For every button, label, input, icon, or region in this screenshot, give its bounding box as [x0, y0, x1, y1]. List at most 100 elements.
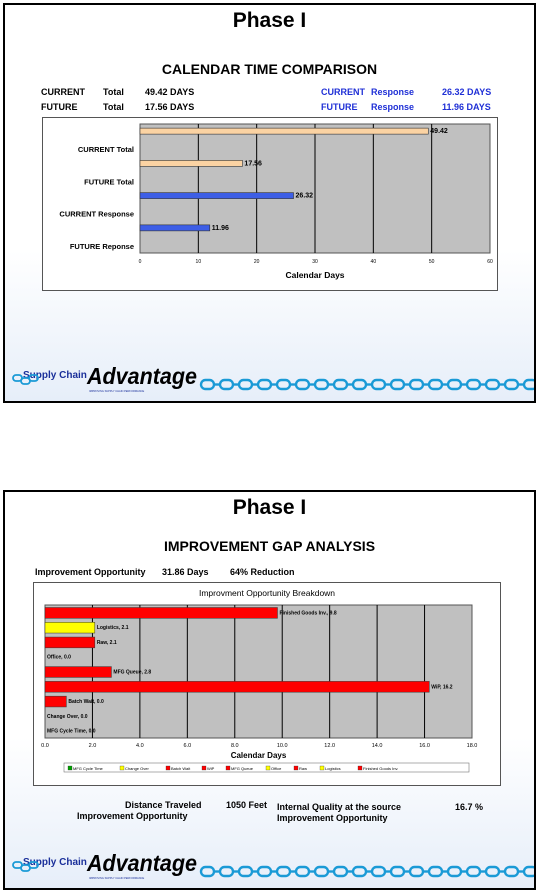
legend-label: Office	[271, 766, 282, 771]
logo-text-supply-chain: Supply Chain	[23, 370, 87, 381]
bar	[44, 666, 112, 678]
x-tick-label: 40	[371, 259, 377, 265]
chain-link-icon	[256, 378, 273, 391]
chain-link-icon	[446, 865, 463, 878]
x-tick-label: 20	[254, 259, 260, 265]
chain-link-icon	[332, 378, 349, 391]
data-label: 11.96	[212, 225, 229, 232]
legend-swatch	[119, 765, 125, 771]
legend-swatch	[319, 765, 325, 771]
x-tick-label: 12.0	[324, 743, 335, 749]
x-tick-label: 10.0	[277, 743, 288, 749]
chain-link-icon	[503, 865, 520, 878]
slide-title: Phase I	[232, 9, 307, 32]
chain-link-icon	[522, 378, 534, 391]
data-label: 17.56	[244, 160, 262, 167]
chain-link-icon	[313, 378, 330, 391]
slide-subtitle: CALENDAR TIME COMPARISON	[161, 61, 378, 77]
current-response-word: Response	[371, 87, 415, 97]
data-label: MFG Queue, 2.8	[113, 670, 151, 676]
legend-label: WiP	[207, 766, 215, 771]
gap-breakdown-bar-chart: Improvment Opportunity Breakdown 0.0 2.0 4.…	[41, 588, 478, 773]
legend: MFG Cycle Time Change Over Batch Wait WiP MF…	[63, 762, 470, 773]
x-tick-label: 14.0	[372, 743, 383, 749]
chain-link-icon	[370, 865, 387, 878]
quality-label: Internal Quality at the source	[277, 802, 402, 812]
chain-link-icon	[427, 378, 444, 391]
bar	[44, 622, 96, 634]
chain-link-icon	[256, 865, 273, 878]
opportunity-reduction: 64% Reduction	[230, 567, 295, 577]
chain-link-icon	[370, 378, 387, 391]
chain-link-icon	[465, 865, 482, 878]
data-label: 49.42	[430, 128, 448, 135]
legend-swatch	[225, 765, 231, 771]
current-total-label: Total	[103, 87, 124, 97]
chain-graphic	[12, 374, 534, 391]
x-tick-label: 50	[429, 259, 435, 265]
current-label: CURRENT	[41, 87, 85, 97]
quality-value: 16.7 %	[455, 802, 484, 812]
data-label: Office, 0.0	[47, 655, 71, 661]
chain-link-icon	[503, 378, 520, 391]
category-label: CURRENT Total	[78, 145, 134, 154]
x-tick-label: 30	[312, 259, 318, 265]
chain-link-icon	[351, 378, 368, 391]
legend-label: Finished Goods Inv.	[363, 766, 398, 771]
opportunity-days: 31.86 Days	[162, 567, 209, 577]
chain-link-icon	[427, 865, 444, 878]
x-axis-label: Calendar Days	[231, 751, 287, 760]
x-tick-label: 0	[139, 259, 142, 265]
slide-subtitle: IMPROVEMENT GAP ANALYSIS	[163, 538, 376, 554]
slide-title: Phase I	[232, 496, 307, 519]
chain-link-icon	[294, 378, 311, 391]
chain-link-icon	[275, 865, 292, 878]
future-total-value: 17.56 DAYS	[145, 102, 195, 112]
distance-sub: Improvement Opportunity	[77, 811, 188, 821]
legend-label: Change Over	[125, 766, 149, 771]
future-total-label: Total	[103, 102, 124, 112]
future-response-value: 11.96 DAYS	[442, 102, 491, 112]
legend-swatch	[357, 765, 363, 771]
x-tick-label: 10	[196, 259, 202, 265]
legend-swatch	[265, 765, 271, 771]
chain-link-icon	[275, 378, 292, 391]
data-label: WiP, 16.2	[431, 684, 452, 690]
bar	[44, 636, 96, 649]
data-label: 26.32	[296, 193, 314, 200]
chain-link-icon	[484, 378, 501, 391]
x-tick-label: 8.0	[231, 743, 239, 749]
legend-label: Logistics	[325, 766, 341, 771]
data-label: Raw, 2.1	[97, 640, 117, 646]
logo-tagline: IMPROVING SUPPLY CHAIN PERFORMANCE	[89, 876, 145, 880]
data-label: Batch Wait, 0.0	[68, 699, 104, 705]
category-label: CURRENT Response	[59, 210, 134, 219]
bar	[44, 607, 278, 619]
legend-label: MFG Cycle Time	[73, 766, 104, 771]
bar	[44, 681, 430, 693]
chain-link-icon	[465, 378, 482, 391]
legend-swatch	[201, 765, 207, 771]
chain-link-icon	[199, 378, 216, 391]
legend-swatch	[293, 765, 299, 771]
quality-sub: Improvement Opportunity	[277, 813, 388, 823]
bar	[139, 192, 294, 199]
current-total-value: 49.42 DAYS	[145, 87, 195, 97]
bar	[139, 127, 429, 135]
bar	[139, 224, 211, 232]
chain-link-icon	[199, 865, 216, 878]
category-label: FUTURE Reponse	[70, 242, 134, 251]
chain-link-icon	[389, 865, 406, 878]
x-tick-label: 18.0	[467, 743, 478, 749]
chain-link-icon	[332, 865, 349, 878]
x-tick-label: 16.0	[419, 743, 430, 749]
chain-link-icon	[522, 865, 534, 878]
chain-link-icon	[446, 378, 463, 391]
legend-label: MFG Queue	[231, 766, 254, 771]
data-label: Logistics, 2.1	[97, 625, 129, 631]
chain-link-icon	[484, 865, 501, 878]
logo-text-advantage: Advantage	[86, 850, 197, 876]
chain-link-icon	[218, 865, 235, 878]
